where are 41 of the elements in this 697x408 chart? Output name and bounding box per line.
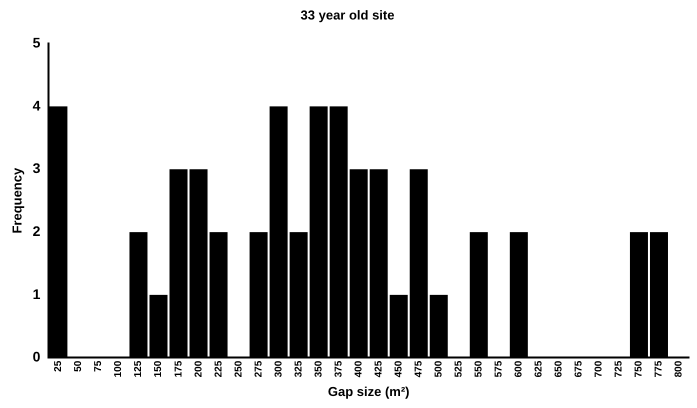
x-tick-label: 375 (333, 360, 344, 378)
x-tick-label: 700 (594, 360, 605, 378)
x-tick-label: 775 (654, 360, 665, 378)
x-tick-label: 150 (153, 360, 164, 378)
chart-title: 33 year old site (300, 7, 394, 22)
x-tick-label: 300 (273, 360, 284, 378)
x-tick-label: 475 (413, 360, 424, 378)
x-tick-label: 625 (534, 360, 545, 378)
x-tick-label: 275 (253, 360, 264, 378)
x-tick-label: 650 (554, 360, 565, 378)
y-tick-label: 4 (32, 97, 41, 114)
x-tick-label: 100 (113, 360, 124, 378)
x-tick-label: 200 (193, 360, 204, 378)
x-tick-label: 800 (674, 360, 685, 378)
y-tick-label: 0 (32, 348, 41, 365)
x-tick-label: 500 (434, 360, 445, 378)
x-tick-label: 400 (353, 360, 364, 378)
x-tick-label: 750 (634, 360, 645, 378)
x-tick-label: 125 (133, 360, 144, 378)
x-tick-label: 725 (614, 360, 625, 378)
x-tick-label: 450 (393, 360, 404, 378)
x-tick-label: 575 (494, 360, 505, 378)
x-tick-label: 425 (373, 360, 384, 378)
x-tick-label: 225 (213, 360, 224, 378)
x-tick-label: 250 (233, 360, 244, 378)
x-tick-label: 25 (53, 360, 64, 372)
x-tick-label: 550 (474, 360, 485, 378)
y-tick-label: 3 (32, 160, 41, 176)
y-axis-title: Frequency (9, 167, 24, 234)
x-axis-title: Gap size (m²) (328, 384, 410, 399)
x-tick-label: 525 (454, 360, 465, 378)
x-tick-label: 325 (293, 360, 304, 378)
y-tick-label: 2 (32, 222, 41, 239)
y-tick-label: 1 (32, 286, 41, 302)
x-tick-label: 50 (73, 360, 84, 372)
x-tick-label: 175 (173, 360, 184, 378)
x-tick-label: 75 (93, 360, 104, 372)
x-tick-label: 350 (313, 360, 324, 378)
x-tick-label: 600 (514, 360, 525, 378)
x-tick-label: 675 (574, 360, 585, 378)
y-tick-label: 5 (32, 34, 41, 50)
